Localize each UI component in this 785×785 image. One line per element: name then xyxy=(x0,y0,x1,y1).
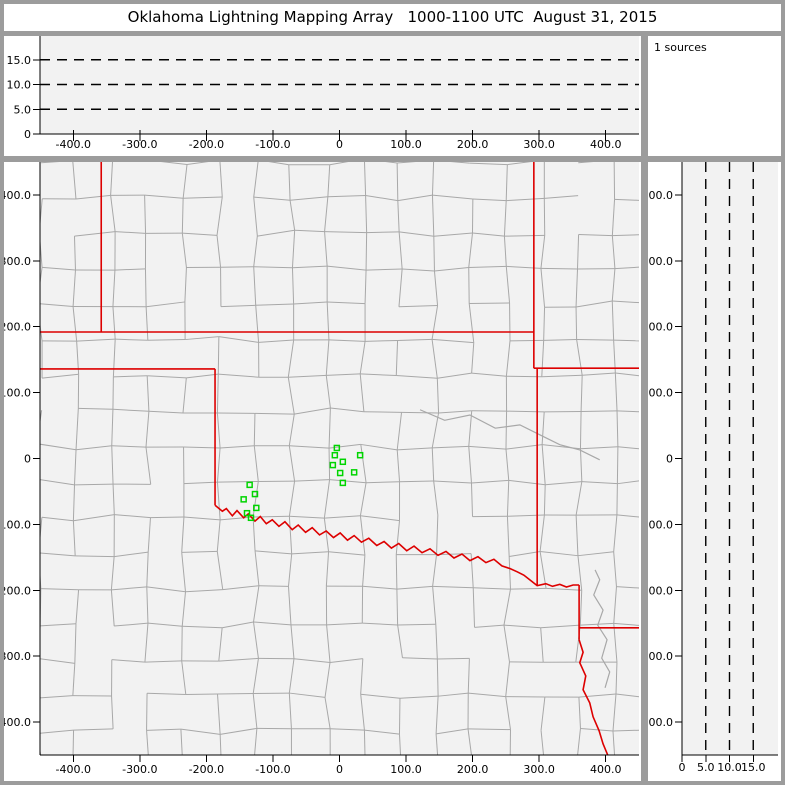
svg-text:-300.0: -300.0 xyxy=(122,763,157,776)
svg-text:200.0: 200.0 xyxy=(4,321,31,334)
svg-text:-400.0: -400.0 xyxy=(56,763,91,776)
svg-text:400.0: 400.0 xyxy=(590,138,622,151)
source-marker xyxy=(251,490,259,498)
svg-text:0: 0 xyxy=(24,128,31,141)
sources-count-label: 1 sources xyxy=(654,41,707,54)
svg-text:400.0: 400.0 xyxy=(4,189,31,202)
y-tick-labels: 400.0 300.0 200.0 100.0 0 -100.0 -200.0 -300.0 -… xyxy=(4,189,40,729)
svg-text:100.0: 100.0 xyxy=(648,387,673,400)
svg-text:300.0: 300.0 xyxy=(523,138,555,151)
source-marker xyxy=(350,469,358,476)
altitude-ns-panel: 400.0 300.0 200.0 100.0 0 -100.0 -200.0 -300.0 -… xyxy=(648,162,781,781)
svg-text:-200.0: -200.0 xyxy=(4,584,31,597)
svg-text:5.0: 5.0 xyxy=(697,761,715,774)
svg-text:300.0: 300.0 xyxy=(648,255,673,268)
y-tick-labels: 400.0 300.0 200.0 100.0 0 -100.0 -200.0 -300.0 -… xyxy=(648,189,682,729)
source-marker xyxy=(247,514,255,522)
x-tick-labels: -400.0 -300.0 -200.0 -100.0 0 100.0 200.0 300.0… xyxy=(56,755,622,776)
plan-view-panel: 400.0300.0200.0100.00-100.0-200.0-300.0-… xyxy=(4,162,641,781)
svg-text:10.0: 10.0 xyxy=(7,79,32,92)
source-marker xyxy=(253,504,260,512)
svg-text:-300.0: -300.0 xyxy=(122,138,157,151)
source-marker xyxy=(240,496,247,503)
svg-text:15.0: 15.0 xyxy=(741,761,766,774)
x-tick-labels: -400.0 -300.0 -200.0 -100.0 0 100.0 200.0 300.0… xyxy=(56,130,622,151)
svg-text:-400.0: -400.0 xyxy=(56,138,91,151)
svg-text:0: 0 xyxy=(336,138,343,151)
source-marker xyxy=(336,469,344,477)
source-marker xyxy=(243,509,251,517)
svg-text:10.0: 10.0 xyxy=(717,761,742,774)
svg-text:-100.0: -100.0 xyxy=(4,518,31,531)
source-marker xyxy=(339,458,347,466)
y-tick-labels: 0 5.0 10.0 15.0 xyxy=(7,54,40,141)
source-marker xyxy=(339,479,347,487)
window-title: Oklahoma Lightning Mapping Array 1000-11… xyxy=(4,4,781,31)
source-marker xyxy=(246,481,253,489)
altitude-ew-panel: 0 5.0 10.0 15.0 -400.0 -300.0 -200.0 -100.0 0 100… xyxy=(4,36,641,156)
svg-text:100.0: 100.0 xyxy=(4,387,31,400)
river-lines xyxy=(419,409,611,688)
svg-text:400.0: 400.0 xyxy=(648,189,673,202)
source-marker xyxy=(356,451,364,459)
svg-text:300.0: 300.0 xyxy=(4,255,31,268)
svg-text:100.0: 100.0 xyxy=(390,763,422,776)
svg-text:-400.0: -400.0 xyxy=(4,716,31,729)
x-tick-labels: 0 5.0 10.0 15.0 xyxy=(679,755,766,774)
state-borders xyxy=(40,162,639,755)
svg-text:0: 0 xyxy=(336,763,343,776)
source-marker xyxy=(329,461,337,469)
plan-view-plot: 400.0300.0200.0100.00-100.0-200.0-300.0-… xyxy=(4,162,639,776)
lightning-sources xyxy=(240,444,364,522)
svg-text:400.0: 400.0 xyxy=(590,763,622,776)
svg-text:5.0: 5.0 xyxy=(14,103,32,116)
svg-text:200.0: 200.0 xyxy=(457,763,489,776)
altitude-ns-plot: 400.0 300.0 200.0 100.0 0 -100.0 -200.0 -300.0 -… xyxy=(648,162,778,774)
altitude-dashed-lines xyxy=(705,162,754,755)
altitude-ew-plot: 0 5.0 10.0 15.0 -400.0 -300.0 -200.0 -100.0 0 100… xyxy=(7,36,639,151)
svg-text:-200.0: -200.0 xyxy=(189,763,224,776)
source-marker xyxy=(331,451,339,459)
svg-text:-200.0: -200.0 xyxy=(189,138,224,151)
svg-text:300.0: 300.0 xyxy=(523,763,555,776)
svg-text:0: 0 xyxy=(666,453,673,466)
svg-text:200.0: 200.0 xyxy=(648,321,673,334)
svg-text:200.0: 200.0 xyxy=(457,138,489,151)
svg-text:-400.0: -400.0 xyxy=(648,716,673,729)
county-boundaries xyxy=(40,162,639,755)
svg-text:-200.0: -200.0 xyxy=(648,584,673,597)
svg-text:-300.0: -300.0 xyxy=(648,650,673,663)
svg-text:-100.0: -100.0 xyxy=(255,138,290,151)
sources-count-panel: 1 sources xyxy=(648,36,781,156)
svg-text:15.0: 15.0 xyxy=(7,54,32,67)
altitude-dashed-lines xyxy=(40,59,639,110)
svg-text:-100.0: -100.0 xyxy=(255,763,290,776)
svg-text:100.0: 100.0 xyxy=(390,138,422,151)
source-marker xyxy=(333,444,341,452)
svg-text:-300.0: -300.0 xyxy=(4,650,31,663)
svg-text:-100.0: -100.0 xyxy=(648,518,673,531)
svg-text:0: 0 xyxy=(679,761,686,774)
svg-text:0: 0 xyxy=(24,453,31,466)
